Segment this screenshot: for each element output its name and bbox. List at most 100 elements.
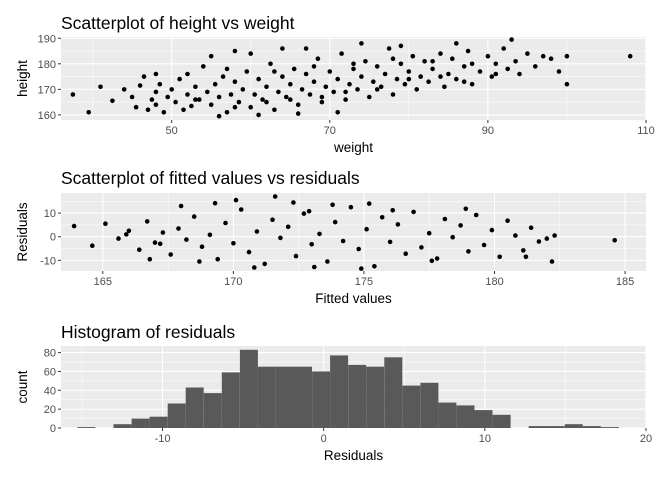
data-point — [485, 53, 491, 59]
data-point — [307, 92, 313, 97]
data-point — [220, 74, 226, 79]
data-point — [330, 202, 335, 208]
data-point — [430, 59, 435, 64]
axis-ticks: 50 70 90 110 160 170 180 190 — [38, 33, 655, 137]
data-point — [465, 48, 471, 54]
plot-title: Scatterplot of fitted values vs residual… — [61, 168, 360, 188]
data-point — [173, 99, 178, 105]
data-point — [426, 230, 432, 236]
data-point — [205, 89, 210, 95]
data-point — [450, 56, 455, 61]
data-point — [493, 61, 499, 67]
x-axis-title: Fitted values — [315, 291, 392, 306]
data-point — [141, 74, 147, 79]
data-point — [272, 194, 278, 199]
data-point — [331, 89, 337, 95]
y-tick-label: 0 — [50, 232, 56, 244]
data-point — [223, 220, 228, 226]
data-point — [201, 64, 206, 69]
data-point — [463, 206, 469, 212]
data-point — [295, 102, 301, 107]
data-point — [540, 53, 546, 59]
x-tick-label: 165 — [94, 276, 112, 288]
histogram-bar — [221, 372, 240, 428]
x-tick-label: 170 — [224, 276, 242, 288]
data-point — [153, 71, 159, 77]
data-point — [473, 212, 479, 218]
data-point — [454, 41, 459, 46]
data-point — [332, 219, 338, 225]
data-point — [86, 110, 91, 115]
data-point — [208, 53, 214, 59]
data-point — [181, 107, 186, 113]
histogram-bar — [438, 402, 457, 428]
data-point — [549, 259, 555, 264]
data-point — [533, 64, 538, 69]
data-point — [207, 232, 213, 238]
data-point — [406, 76, 412, 82]
data-point — [469, 81, 475, 87]
histogram-bar — [474, 410, 493, 428]
data-point — [351, 61, 356, 67]
plot-title: Scatterplot of height vs weight — [61, 13, 295, 33]
data-point — [461, 79, 467, 84]
data-point — [536, 239, 542, 244]
data-point — [356, 246, 362, 252]
data-point — [430, 66, 435, 72]
data-point — [160, 230, 166, 235]
data-point — [280, 46, 285, 51]
histogram-bar — [546, 426, 565, 428]
data-point — [153, 89, 159, 95]
data-point — [129, 94, 135, 100]
data-point — [497, 254, 503, 260]
data-point — [489, 227, 495, 233]
data-point — [70, 92, 76, 97]
data-point — [246, 249, 252, 255]
data-point — [319, 99, 325, 105]
data-point — [374, 64, 380, 69]
y-axis-title: height — [15, 60, 30, 97]
data-point — [276, 89, 281, 95]
data-point — [528, 225, 534, 230]
panel-background — [61, 37, 646, 120]
data-point — [161, 110, 167, 115]
y-tick-label: 20 — [44, 404, 56, 416]
data-point — [238, 207, 244, 212]
y-tick-label: 80 — [44, 348, 56, 360]
data-point — [147, 256, 153, 262]
histogram-bar — [312, 371, 331, 428]
data-point — [260, 97, 265, 102]
histogram-bar — [420, 382, 439, 428]
histogram-bar — [366, 366, 385, 428]
data-point — [312, 264, 317, 270]
x-tick-label: 10 — [479, 433, 491, 445]
data-point — [256, 76, 261, 82]
histogram-bar — [167, 403, 186, 428]
data-point — [429, 258, 435, 264]
data-point — [378, 84, 384, 90]
data-point — [359, 41, 364, 46]
data-point — [191, 214, 197, 219]
y-tick-label: 190 — [38, 33, 56, 45]
data-point — [442, 84, 447, 90]
data-point — [197, 97, 202, 102]
data-point — [461, 64, 467, 69]
data-point — [212, 81, 218, 87]
data-point — [212, 200, 218, 206]
histogram-bar — [239, 349, 258, 428]
plot-title: Histogram of residuals — [61, 322, 235, 342]
data-point — [208, 102, 214, 107]
y-tick-label: 40 — [44, 385, 56, 397]
x-tick-label: 180 — [485, 276, 503, 288]
data-point — [379, 215, 385, 220]
x-tick-label: 90 — [482, 125, 494, 137]
data-point — [184, 237, 189, 242]
data-point — [248, 51, 253, 56]
data-point — [359, 74, 364, 79]
histogram-bar — [582, 426, 601, 428]
data-point — [280, 74, 285, 79]
data-point — [270, 217, 275, 222]
data-point — [426, 79, 431, 84]
data-point — [422, 59, 427, 64]
data-point — [434, 256, 440, 261]
